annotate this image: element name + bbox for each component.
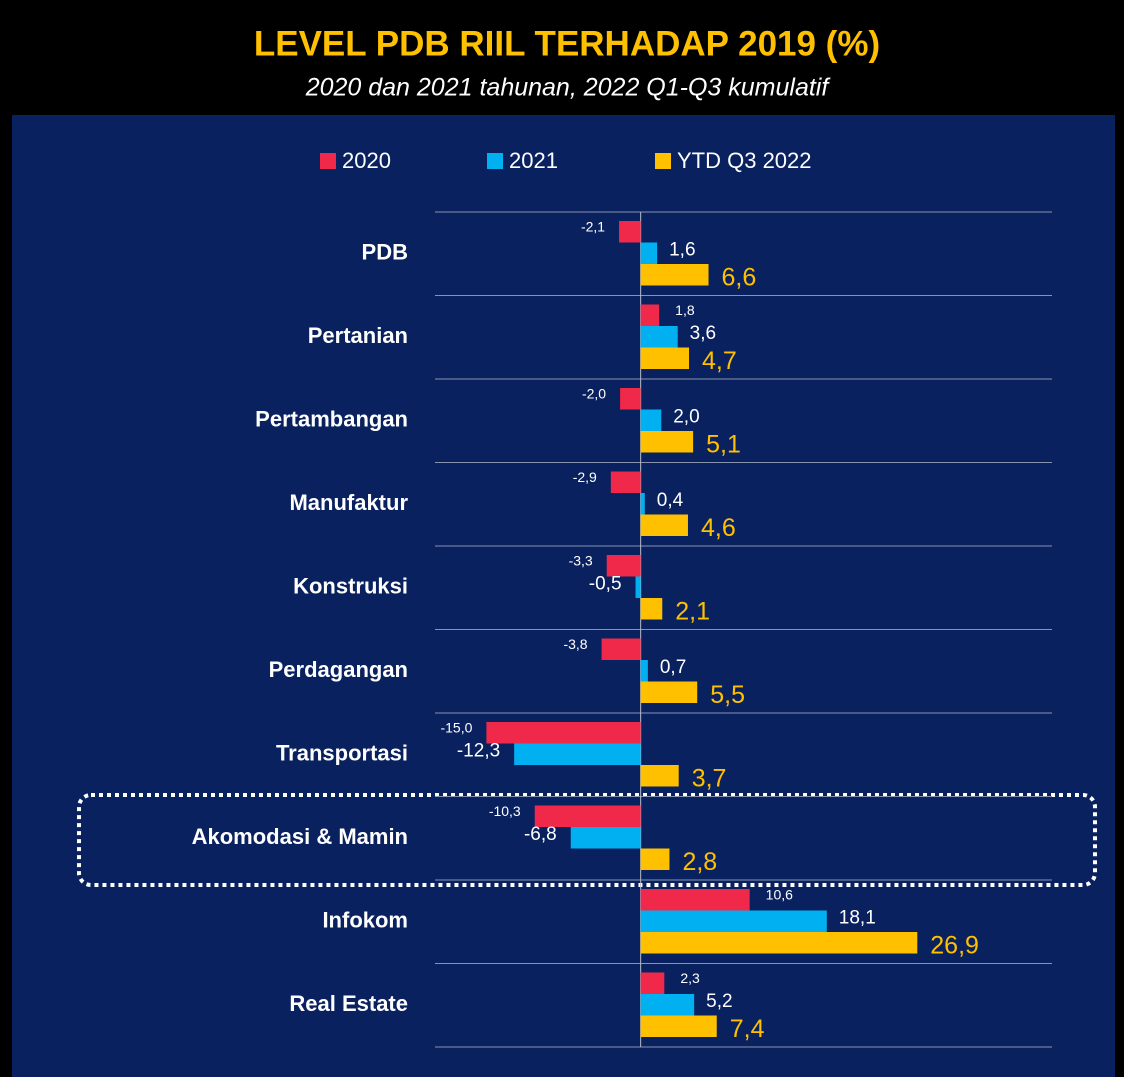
bar: [610, 471, 641, 493]
category-label: Real Estate: [289, 991, 408, 1016]
data-label: -3,8: [563, 636, 587, 652]
data-label: 5,2: [706, 991, 732, 1012]
bar: [635, 576, 641, 598]
data-label: -0,5: [589, 573, 622, 594]
category-label: PDB: [362, 240, 408, 265]
bar: [640, 681, 698, 703]
data-label: 1,8: [675, 302, 695, 318]
bar: [640, 848, 670, 870]
data-label: 4,6: [701, 514, 736, 542]
data-label: 5,5: [710, 681, 745, 709]
bar: [640, 514, 688, 536]
bar: [486, 722, 641, 744]
bar: [640, 431, 694, 453]
bar: [640, 910, 827, 932]
legend-swatch: [320, 153, 336, 169]
data-label: -12,3: [457, 740, 500, 761]
legend-swatch: [655, 153, 671, 169]
category-label: Konstruksi: [293, 574, 408, 599]
data-label: 3,6: [690, 323, 716, 344]
data-label: -10,3: [489, 803, 521, 819]
bar: [640, 304, 660, 326]
highlight-box: [77, 793, 1097, 887]
legend-label: 2021: [509, 148, 558, 173]
data-label: -3,3: [569, 552, 593, 568]
data-label: 2,1: [675, 597, 710, 625]
category-label: Infokom: [322, 908, 408, 933]
bar: [640, 889, 750, 911]
data-label: 4,7: [702, 347, 737, 375]
bar: [640, 347, 689, 369]
chart-title: LEVEL PDB RIIL TERHADAP 2019 (%): [254, 24, 880, 63]
category-label: Manufaktur: [289, 490, 408, 515]
bar: [640, 765, 679, 787]
data-label: -2,0: [582, 385, 606, 401]
category-label: Pertanian: [308, 323, 408, 348]
bar: [640, 972, 665, 994]
bar: [606, 555, 641, 577]
data-label: -6,8: [524, 824, 557, 845]
data-label: 2,0: [673, 406, 699, 427]
legend-label: 2020: [342, 148, 391, 173]
data-label: 3,7: [692, 764, 727, 792]
data-label: -15,0: [440, 719, 472, 735]
bar: [620, 388, 641, 410]
category-label: Perdagangan: [269, 657, 408, 682]
data-label: 2,3: [680, 970, 700, 986]
chart-subtitle: 2020 dan 2021 tahunan, 2022 Q1-Q3 kumula…: [305, 74, 832, 102]
bar: [640, 493, 645, 515]
data-label: 18,1: [839, 907, 876, 928]
data-label: -2,1: [581, 218, 605, 234]
data-label: 26,9: [930, 931, 979, 959]
bar: [640, 326, 678, 348]
bar: [534, 805, 641, 827]
bar: [601, 638, 641, 660]
data-label: 2,8: [682, 848, 717, 876]
plot-panel: [12, 115, 1115, 1077]
legend-swatch: [487, 153, 503, 169]
data-label: 7,4: [730, 1015, 765, 1043]
bar: [514, 743, 641, 765]
bar: [640, 598, 663, 620]
bar: [640, 409, 662, 431]
data-label: 1,6: [669, 239, 695, 260]
data-label: 5,1: [706, 430, 741, 458]
data-label: -2,9: [573, 469, 597, 485]
bar: [640, 660, 648, 682]
legend-label: YTD Q3 2022: [677, 148, 812, 173]
category-label: Pertambangan: [255, 407, 408, 432]
bar: [640, 994, 695, 1016]
data-label: 0,7: [660, 657, 686, 678]
bar: [640, 242, 658, 264]
bar: [640, 1015, 717, 1037]
bar: [640, 264, 709, 286]
bar: [640, 932, 918, 954]
category-label: Transportasi: [276, 741, 408, 766]
data-label: 0,4: [657, 490, 684, 511]
category-label: Akomodasi & Mamin: [192, 824, 408, 849]
data-label: 10,6: [766, 886, 793, 902]
data-label: 6,6: [722, 263, 757, 291]
bar: [619, 221, 641, 243]
bar: [570, 827, 641, 849]
